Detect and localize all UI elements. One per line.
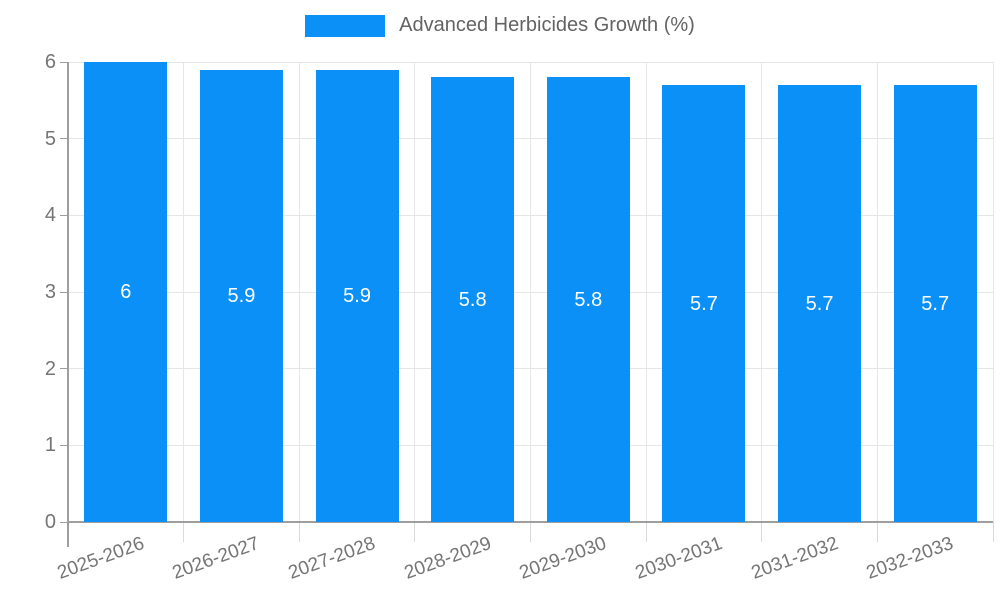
y-tick-label: 1: [44, 434, 56, 457]
y-tick-mark: [60, 291, 68, 293]
bar-value-label: 5.8: [458, 288, 487, 311]
y-axis-line: [67, 62, 69, 547]
y-tick-mark: [60, 521, 68, 523]
bar[interactable]: 5.8: [431, 77, 515, 522]
y-tick-label: 5: [44, 127, 56, 150]
y-tick-label: 6: [44, 51, 56, 73]
legend-label: Advanced Herbicides Growth (%): [399, 14, 695, 36]
bar[interactable]: 5.7: [893, 85, 977, 522]
y-tick-label: 4: [44, 204, 56, 227]
vertical-gridline: [761, 62, 763, 522]
y-tick-mark: [60, 214, 68, 216]
y-tick-label: 3: [44, 281, 56, 303]
x-tick-mark: [298, 522, 300, 542]
bar[interactable]: 5.9: [315, 69, 399, 522]
bar-value-label: 5.7: [690, 292, 718, 315]
vertical-gridline: [298, 62, 300, 522]
x-tick-mark: [414, 522, 416, 542]
bar[interactable]: 5.7: [778, 85, 862, 522]
legend-swatch-icon: [305, 14, 386, 37]
bar-value-label: 6: [120, 281, 132, 303]
x-tick-mark: [876, 522, 878, 542]
y-tick-label: 0: [44, 511, 56, 533]
y-tick-mark: [60, 444, 68, 446]
x-tick-mark: [761, 522, 763, 542]
x-tick-mark: [645, 522, 647, 542]
y-tick-mark: [60, 138, 68, 140]
x-tick-mark: [992, 522, 994, 542]
bar[interactable]: 5.8: [546, 77, 630, 522]
vertical-gridline: [645, 62, 647, 522]
vertical-gridline: [183, 62, 185, 522]
bar[interactable]: 6: [84, 62, 168, 522]
bar-value-label: 5.9: [343, 284, 371, 307]
legend[interactable]: Advanced Herbicides Growth (%): [0, 14, 1000, 37]
bar-value-label: 5.8: [574, 288, 603, 311]
bar[interactable]: 5.7: [662, 85, 746, 522]
y-tick-mark: [60, 368, 68, 370]
vertical-gridline: [414, 62, 416, 522]
bar[interactable]: 5.9: [199, 69, 283, 522]
vertical-gridline: [876, 62, 878, 522]
x-axis-line: [68, 521, 993, 523]
bar-value-label: 5.9: [227, 284, 256, 307]
bar-value-label: 5.7: [805, 292, 834, 315]
y-tick-mark: [60, 61, 68, 63]
x-tick-mark: [183, 522, 185, 542]
bar-value-label: 5.7: [921, 292, 950, 315]
y-tick-label: 2: [44, 357, 56, 380]
vertical-gridline: [992, 62, 994, 522]
vertical-gridline: [530, 62, 531, 522]
x-tick-mark: [530, 522, 531, 542]
